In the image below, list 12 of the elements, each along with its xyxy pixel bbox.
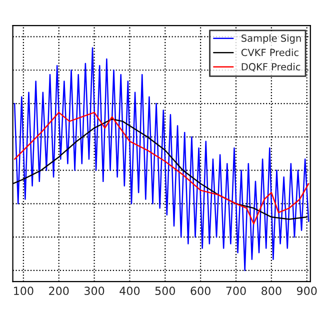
legend-label: Sample Sign <box>242 34 301 44</box>
x-tick-label: 600 <box>190 286 210 296</box>
x-tick-label: 100 <box>14 286 34 296</box>
x-tick-label: 700 <box>226 286 246 296</box>
legend-label: DQKF Predic <box>242 62 300 72</box>
x-tick-label: 400 <box>120 286 140 296</box>
legend-label: CVKF Predic <box>241 48 298 56</box>
x-tick-label: 800 <box>262 286 282 296</box>
x-tick-label: 300 <box>84 286 104 296</box>
x-tick-label: 200 <box>49 286 69 296</box>
x-tick-label: 900 <box>296 286 317 296</box>
x-tick-label: 500 <box>155 286 176 296</box>
